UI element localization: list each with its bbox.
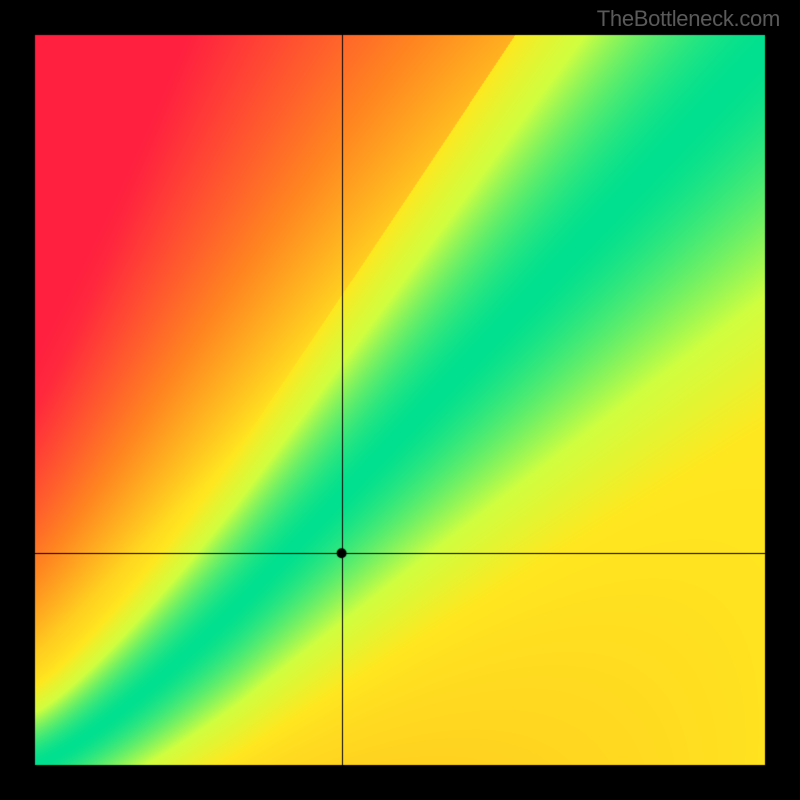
chart-container: TheBottleneck.com bbox=[0, 0, 800, 800]
watermark-text: TheBottleneck.com bbox=[597, 6, 780, 32]
heatmap-canvas bbox=[0, 0, 800, 800]
